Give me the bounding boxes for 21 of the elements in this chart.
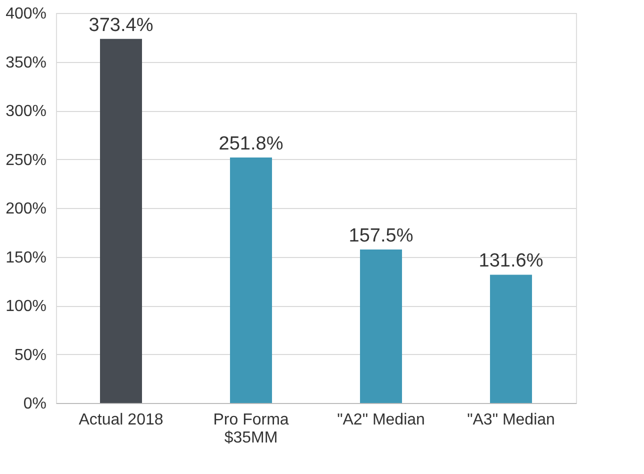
- x-tick-label: "A2" Median: [337, 412, 425, 428]
- data-label: 251.8%: [218, 133, 284, 154]
- y-tick-label: 100%: [6, 298, 46, 315]
- y-tick-label: 200%: [6, 200, 46, 218]
- y-tick-label: 0%: [23, 396, 46, 412]
- y-tick-label: 250%: [6, 152, 46, 169]
- bar: [490, 274, 532, 403]
- y-tick-label: 400%: [6, 6, 46, 22]
- x-tick-label: Pro Forma $35MM: [213, 412, 289, 446]
- data-label: 373.4%: [88, 14, 154, 36]
- bar: [230, 157, 272, 403]
- y-tick-label: 150%: [6, 249, 46, 266]
- data-label: 131.6%: [478, 250, 544, 272]
- x-tick-label: "A3" Median: [467, 412, 555, 428]
- y-tick-label: 350%: [6, 54, 46, 72]
- data-label: 157.5%: [348, 225, 414, 246]
- y-tick-label: 300%: [6, 103, 46, 120]
- bar: [100, 38, 142, 403]
- bar: [360, 249, 402, 403]
- y-tick-label: 50%: [14, 346, 46, 364]
- x-tick-label: Actual 2018: [78, 412, 164, 428]
